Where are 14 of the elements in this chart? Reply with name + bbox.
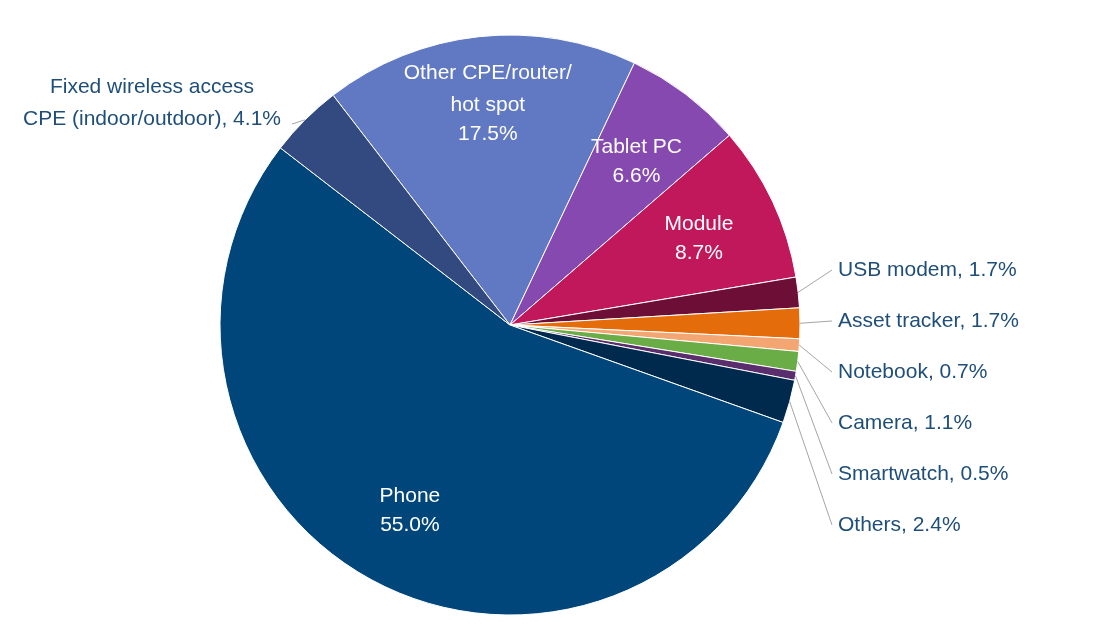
slice-label: Other CPE/router/hot spot: [403, 60, 573, 116]
data-label: 8.7%: [675, 240, 723, 264]
data-label: 55.0%: [380, 512, 440, 536]
slice-label: Camera, 1.1%: [838, 410, 973, 433]
data-label: 17.5%: [458, 121, 518, 145]
slice-label: Fixed wireless access CPE (indoor/outdoor), 4.1%: [23, 74, 281, 129]
slice-label: Asset tracker, 1.7%: [838, 308, 1019, 331]
slice-label: USB modem, 1.7%: [838, 257, 1017, 280]
slice-label: Others, 2.4%: [838, 512, 961, 535]
slice-label: Module: [664, 211, 734, 235]
slice-label: Notebook, 0.7%: [838, 359, 988, 382]
data-label: 6.6%: [612, 162, 661, 186]
slice-label: Phone: [379, 483, 441, 507]
slice-label: Smartwatch, 0.5%: [838, 461, 1009, 484]
